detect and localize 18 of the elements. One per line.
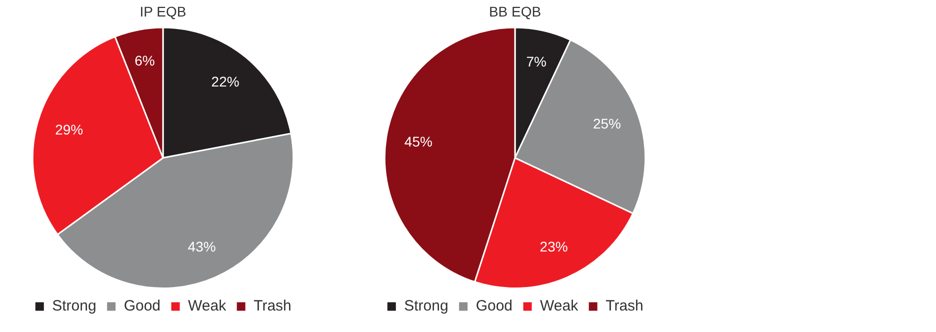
- legend-label: Strong: [404, 298, 448, 315]
- chart-title: IP EQB: [140, 3, 186, 20]
- legend-label: Trash: [254, 298, 292, 315]
- legend-label: Strong: [52, 298, 96, 315]
- data-label: 7%: [526, 53, 546, 70]
- data-label: 43%: [188, 238, 216, 254]
- legend-label: Good: [124, 298, 161, 315]
- legend-label: Good: [476, 298, 513, 315]
- data-label: 29%: [55, 121, 84, 138]
- data-label: 6%: [134, 52, 155, 69]
- data-label: 45%: [404, 133, 432, 150]
- legend-label: Trash: [606, 298, 644, 315]
- legend-label: Weak: [540, 298, 579, 315]
- data-label: 25%: [592, 116, 621, 132]
- data-label: 23%: [540, 238, 568, 254]
- legend-label: Weak: [188, 298, 227, 315]
- data-label: 22%: [211, 73, 240, 90]
- chart-title: BB EQB: [488, 3, 542, 20]
